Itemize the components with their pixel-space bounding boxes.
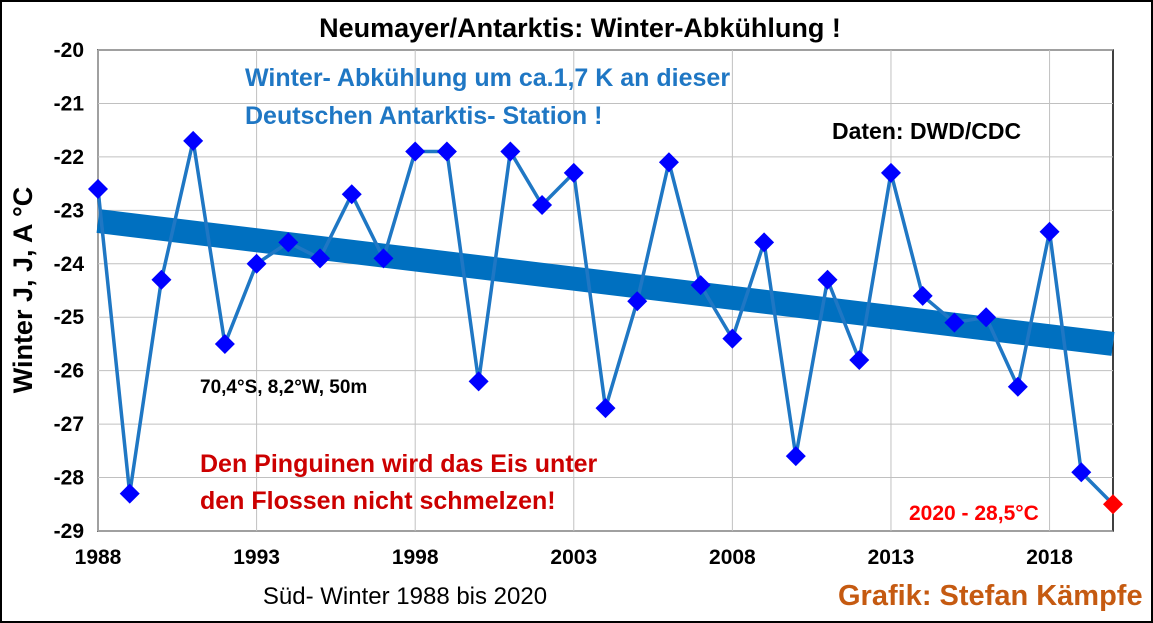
data-point <box>373 248 394 269</box>
data-point <box>785 446 806 467</box>
data-point <box>341 184 362 205</box>
data-point <box>817 269 838 290</box>
data-point <box>912 285 933 306</box>
x-tick-label: 1993 <box>233 546 280 569</box>
y-tick-label: -22 <box>54 146 84 169</box>
trend-band <box>96 209 1115 356</box>
data-point <box>119 483 140 504</box>
annotation-source: Daten: DWD/CDC <box>832 118 1021 144</box>
data-point <box>183 130 204 151</box>
y-axis-label: Winter J, J, A °C <box>8 187 38 394</box>
data-point <box>500 141 521 162</box>
x-tick-label: 2018 <box>1026 546 1073 569</box>
y-tick-label: -24 <box>54 253 85 276</box>
data-point <box>88 178 108 199</box>
data-point <box>278 232 299 253</box>
data-point <box>436 141 457 162</box>
y-tick-labels: -20 -21 -22 -23 -24 -25 -26 -27 -28 -29 <box>54 39 85 543</box>
data-point <box>722 328 743 349</box>
y-tick-label: -20 <box>54 39 84 62</box>
data-point <box>246 253 267 274</box>
data-point <box>310 248 331 269</box>
data-point <box>1071 462 1092 483</box>
data-point <box>405 141 426 162</box>
y-tick-label: -25 <box>54 306 85 329</box>
data-series <box>88 130 1123 515</box>
x-tick-labels: 1988 1993 1998 2003 2008 2013 2018 <box>75 546 1074 569</box>
trend-line <box>96 209 1115 356</box>
y-tick-label: -23 <box>54 199 84 222</box>
data-point <box>214 333 235 354</box>
annotation-blue-line2: Deutschen Antarktis- Station ! <box>245 102 602 130</box>
data-point <box>627 291 648 312</box>
data-point <box>658 152 679 173</box>
x-tick-label: 1988 <box>75 546 122 569</box>
y-tick-label: -29 <box>54 520 84 543</box>
y-tick-label: -21 <box>54 92 85 115</box>
data-point <box>754 232 775 253</box>
data-point <box>532 194 553 215</box>
data-point <box>690 275 711 296</box>
annotation-last-value: 2020 - 28,5°C <box>909 502 1039 525</box>
grid <box>97 49 1114 532</box>
annotation-credit: Grafik: Stefan Kämpfe <box>838 580 1143 612</box>
annotation-red-line1: Den Pinguinen wird das Eis unter <box>200 450 598 478</box>
data-point <box>468 371 489 392</box>
y-tick-label: -27 <box>54 413 84 436</box>
x-axis-label: Süd- Winter 1988 bis 2020 <box>263 583 547 610</box>
data-point <box>563 162 584 183</box>
x-tick-label: 2003 <box>550 546 597 569</box>
data-point <box>1007 376 1028 397</box>
data-point <box>1039 221 1060 242</box>
annotation-location: 70,4°S, 8,2°W, 50m <box>200 377 367 398</box>
data-point <box>151 269 172 290</box>
y-tick-label: -26 <box>54 360 84 383</box>
x-tick-label: 2013 <box>868 546 915 569</box>
data-point <box>595 398 616 419</box>
x-tick-label: 1998 <box>392 546 439 569</box>
data-point <box>944 312 965 333</box>
data-point <box>880 162 901 183</box>
highlight-point <box>1103 494 1123 515</box>
x-tick-label: 2008 <box>709 546 756 569</box>
data-point <box>849 349 870 370</box>
y-tick-label: -28 <box>54 467 85 490</box>
annotation-red-line2: den Flossen nicht schmelzen! <box>200 487 556 515</box>
annotation-blue-line1: Winter- Abkühlung um ca.1,7 K an dieser <box>245 64 730 92</box>
data-point <box>976 307 997 328</box>
chart-title: Neumayer/Antarktis: Winter-Abkühlung ! <box>319 13 841 43</box>
